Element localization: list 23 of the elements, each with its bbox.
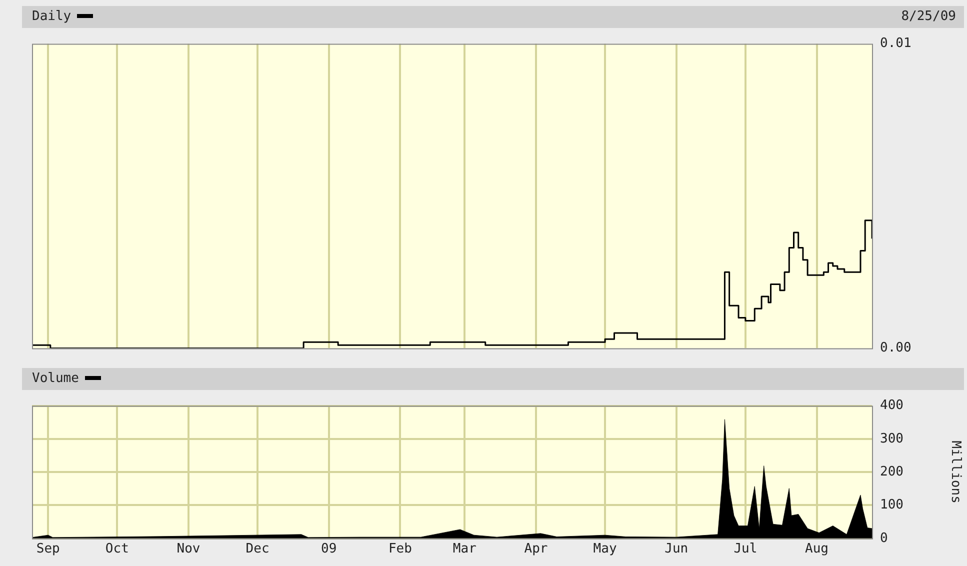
- chart-title: Daily: [32, 9, 72, 24]
- x-tick-label: May: [593, 542, 617, 557]
- x-tick-label: Jul: [734, 542, 758, 557]
- x-tick-label: Oct: [105, 542, 129, 557]
- text: 8/25/09: [901, 8, 956, 26]
- y-tick-label: 100: [880, 498, 904, 513]
- x-tick-label: Jun: [664, 542, 688, 557]
- y-tick-label: 0: [880, 530, 888, 546]
- chart-title: Volume: [32, 371, 79, 386]
- x-tick-label: Apr: [524, 542, 548, 557]
- x-tick-label: 09: [321, 542, 337, 557]
- y-tick-label: 0.00: [880, 340, 912, 356]
- y-tick-label: 400: [880, 398, 904, 414]
- x-tick-label: Nov: [176, 542, 200, 557]
- x-tick-label: Aug: [805, 542, 829, 557]
- y-tick-label: 200: [880, 464, 904, 480]
- y-axis-title: Millions: [948, 440, 963, 504]
- x-tick-label: Sep: [36, 542, 60, 557]
- x-tick-label: Mar: [452, 542, 477, 557]
- x-tick-label: Feb: [388, 542, 412, 557]
- y-tick-label: 300: [880, 431, 904, 446]
- y-tick-label: 0.01: [880, 36, 912, 52]
- x-tick-label: Dec: [246, 542, 270, 557]
